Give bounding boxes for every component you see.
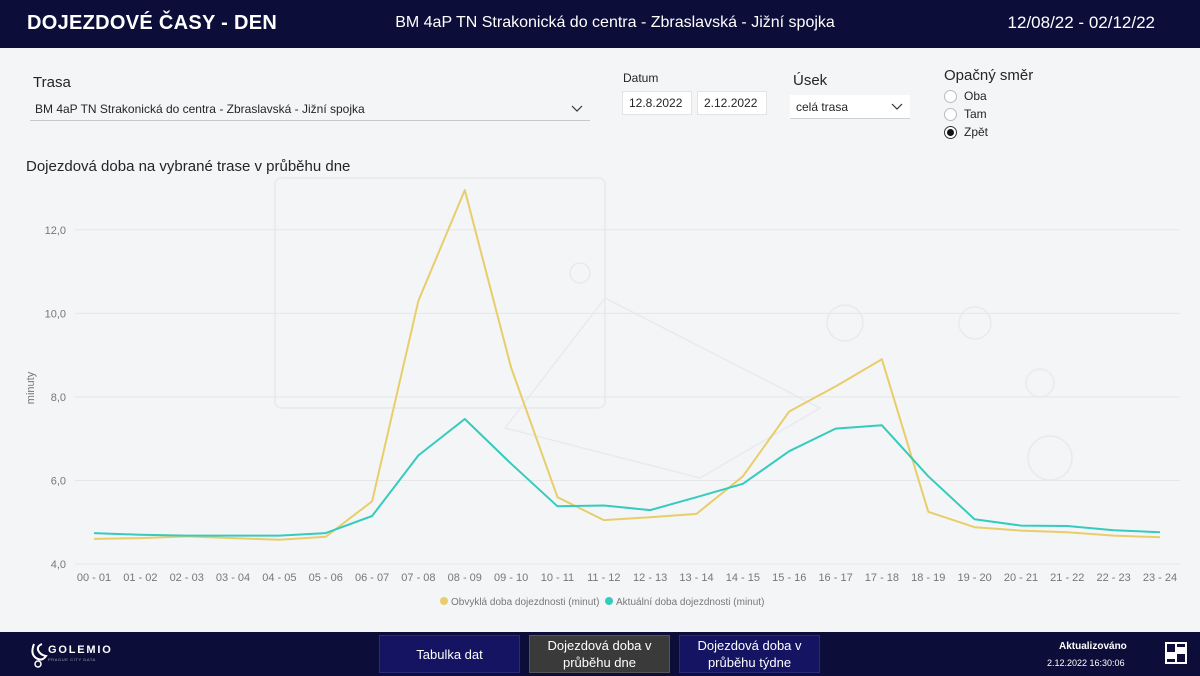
page-title: DOJEZDOVÉ ČASY - DEN <box>27 12 278 34</box>
route-dropdown-value: BM 4aP TN Strakonická do centra - Zbrasl… <box>35 102 365 116</box>
updated-timestamp: 2.12.2022 16:30:06 <box>1047 658 1125 668</box>
chevron-down-icon <box>571 105 583 112</box>
updated-label: Aktualizováno <box>1059 641 1127 652</box>
x-tick-label: 02 - 03 <box>170 572 204 584</box>
golemio-logo-icon <box>31 643 48 668</box>
radio-button-selected[interactable] <box>944 126 957 139</box>
x-tick-label: 14 - 15 <box>726 572 760 584</box>
x-tick-label: 04 - 05 <box>262 572 296 584</box>
legend-label: Aktuální doba dojezdnosti (minut) <box>616 597 764 608</box>
legend-label: Obvyklá doba dojezdnosti (minut) <box>451 597 599 608</box>
x-tick-label: 07 - 08 <box>401 572 435 584</box>
x-tick-label: 17 - 18 <box>865 572 899 584</box>
date-from-input[interactable]: 12.8.2022 <box>622 91 692 115</box>
x-tick-label: 15 - 16 <box>772 572 806 584</box>
logo-subtitle: PRAGUE CITY DATA <box>48 657 96 662</box>
background-decoration <box>274 177 1073 481</box>
x-tick-label: 00 - 01 <box>77 572 111 584</box>
legend-marker <box>605 597 613 605</box>
x-tick-label: 18 - 19 <box>911 572 945 584</box>
series-line-2 <box>93 418 1161 537</box>
route-dropdown[interactable]: BM 4aP TN Strakonická do centra - Zbrasl… <box>30 97 590 121</box>
date-range: 12/08/22 - 02/12/22 <box>1007 13 1155 32</box>
report-canvas: Trasa BM 4aP TN Strakonická do centra - … <box>0 48 1200 632</box>
x-tick-label: 19 - 20 <box>957 572 991 584</box>
x-tick-label: 03 - 04 <box>216 572 250 584</box>
radio-label: Tam <box>964 107 987 121</box>
date-to-input[interactable]: 2.12.2022 <box>697 91 767 115</box>
octo-logo-icon <box>1165 642 1187 664</box>
y-tick-label: 10,0 <box>45 308 66 320</box>
chevron-down-icon <box>891 103 903 110</box>
radio-label: Oba <box>964 89 987 103</box>
series-line-1 <box>93 189 1161 541</box>
radio-button[interactable] <box>944 90 957 103</box>
segment-dropdown[interactable]: celá trasa <box>790 95 910 119</box>
x-tick-label: 23 - 24 <box>1143 572 1177 584</box>
x-tick-label: 16 - 17 <box>818 572 852 584</box>
y-axis-label: minuty <box>25 371 37 404</box>
x-tick-label: 13 - 14 <box>679 572 713 584</box>
segment-dropdown-value: celá trasa <box>796 100 849 114</box>
trasa-label: Trasa <box>33 74 71 91</box>
x-tick-label: 01 - 02 <box>123 572 157 584</box>
x-tick-label: 09 - 10 <box>494 572 528 584</box>
x-tick-label: 21 - 22 <box>1050 572 1084 584</box>
top-bar: DOJEZDOVÉ ČASY - DEN BM 4aP TN Strakonic… <box>0 0 1200 48</box>
x-tick-label: 12 - 13 <box>633 572 667 584</box>
x-tick-label: 20 - 21 <box>1004 572 1038 584</box>
direction-label: Opačný směr <box>944 67 1034 84</box>
legend-marker <box>440 597 448 605</box>
y-tick-label: 4,0 <box>51 559 66 571</box>
x-tick-label: 11 - 12 <box>587 572 620 584</box>
x-tick-label: 05 - 06 <box>309 572 343 584</box>
route-title: BM 4aP TN Strakonická do centra - Zbrasl… <box>395 14 835 31</box>
bottom-bar: GOLEMIO PRAGUE CITY DATA Tabulka dat Doj… <box>0 632 1200 676</box>
x-tick-label: 08 - 09 <box>448 572 482 584</box>
x-tick-label: 10 - 11 <box>541 572 574 584</box>
datum-label: Datum <box>623 71 659 85</box>
x-tick-label: 06 - 07 <box>355 572 389 584</box>
week-view-button[interactable]: Dojezdová doba v průběhu týdne <box>679 635 820 673</box>
radio-label: Zpět <box>964 125 989 139</box>
x-tick-label: 22 - 23 <box>1097 572 1131 584</box>
usek-label: Úsek <box>793 72 828 89</box>
table-data-button[interactable]: Tabulka dat <box>379 635 520 673</box>
chart-title: Dojezdová doba na vybrané trase v průběh… <box>26 158 351 175</box>
y-tick-label: 12,0 <box>45 225 66 237</box>
y-tick-label: 6,0 <box>51 475 66 487</box>
day-view-button[interactable]: Dojezdová doba v průběhu dne <box>529 635 670 673</box>
y-tick-label: 8,0 <box>51 392 66 404</box>
travel-time-line-chart: 4,0 6,0 8,0 10,0 12,0 minuty 00 - 01 01 - 02 02… <box>25 189 1180 608</box>
radio-button[interactable] <box>944 108 957 121</box>
logo-text: GOLEMIO <box>48 644 113 656</box>
